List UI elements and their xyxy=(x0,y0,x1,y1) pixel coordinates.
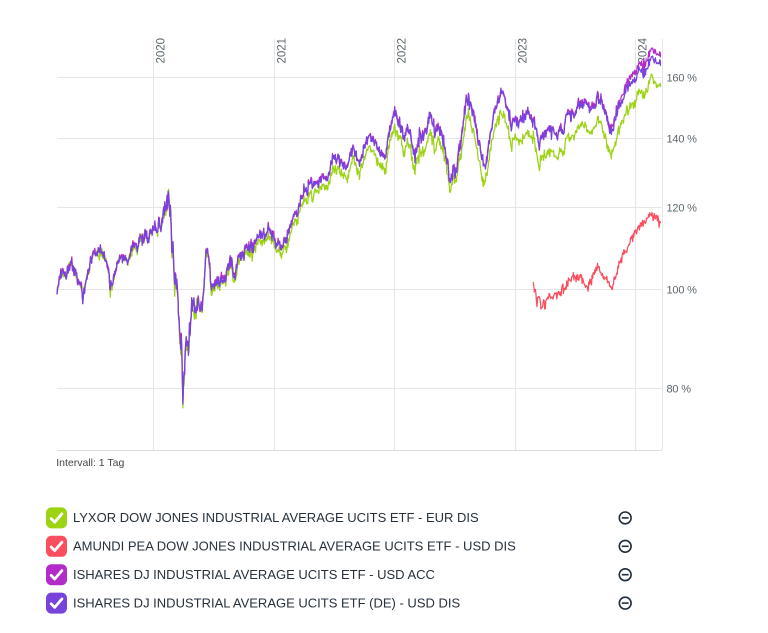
svg-text:2021: 2021 xyxy=(277,38,289,64)
svg-text:120 %: 120 % xyxy=(667,203,698,215)
svg-text:LYXOR DOW JONES INDUSTRIAL AVE: LYXOR DOW JONES INDUSTRIAL AVERAGE UCITS… xyxy=(73,510,479,525)
svg-text:AMUNDI PEA DOW JONES INDUSTRIA: AMUNDI PEA DOW JONES INDUSTRIAL AVERAGE … xyxy=(73,539,516,554)
svg-text:160 %: 160 % xyxy=(667,73,698,85)
svg-text:2023: 2023 xyxy=(518,38,530,64)
svg-text:ISHARES DJ INDUSTRIAL AVERAGE: ISHARES DJ INDUSTRIAL AVERAGE UCITS ETF … xyxy=(73,595,460,610)
svg-text:2020: 2020 xyxy=(156,38,168,64)
svg-text:80 %: 80 % xyxy=(667,384,692,396)
svg-text:ISHARES DJ INDUSTRIAL AVERAGE: ISHARES DJ INDUSTRIAL AVERAGE UCITS ETF … xyxy=(73,567,435,582)
svg-text:Intervall: 1 Tag: Intervall: 1 Tag xyxy=(56,457,124,469)
svg-text:2024: 2024 xyxy=(638,37,650,63)
svg-text:140 %: 140 % xyxy=(667,134,698,146)
svg-text:2022: 2022 xyxy=(397,38,409,64)
svg-text:100 %: 100 % xyxy=(667,285,698,297)
